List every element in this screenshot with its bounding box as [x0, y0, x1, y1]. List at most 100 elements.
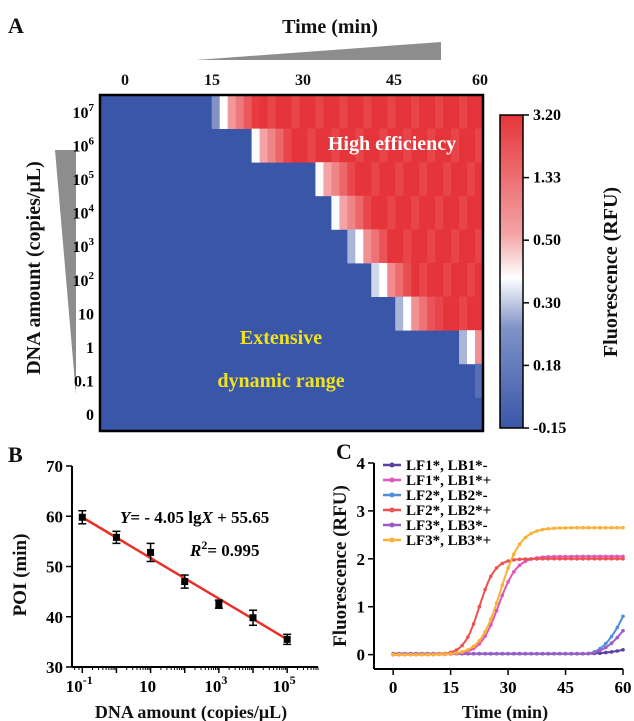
- heatmap-y-axis-title: DNA amount (copies/μL): [23, 161, 45, 375]
- curve-marker: [604, 525, 608, 530]
- regression-equation: Y= - 4.05 lgX + 55.65: [120, 508, 269, 527]
- heatmap-cell: [395, 263, 404, 297]
- curve-marker: [615, 525, 620, 530]
- curve-marker: [512, 552, 516, 556]
- heatmap-cell: [235, 95, 245, 129]
- heatmap-cell: [283, 95, 292, 129]
- curve-marker: [397, 652, 401, 657]
- panel-c-y-tick-label: 2: [357, 550, 366, 569]
- curve-marker: [598, 525, 602, 530]
- data-point: [112, 533, 120, 541]
- heatmap-cell: [435, 296, 444, 331]
- curve-marker: [483, 651, 487, 656]
- heatmap-border: [98, 93, 485, 433]
- curve-marker: [500, 561, 505, 566]
- panel-c-x-tick-label: 60: [615, 678, 632, 697]
- curve-marker: [581, 651, 585, 656]
- heatmap-cell: [467, 128, 476, 163]
- colorbar-tick-label: 0.18: [533, 357, 561, 374]
- heatmap-cell: [435, 128, 444, 163]
- heatmap-y-tick: 0.1: [74, 374, 94, 391]
- heatmap-cell: [379, 195, 388, 230]
- heatmap-cell: [451, 229, 460, 264]
- heatmap-cell: [395, 128, 404, 163]
- panel-b-x-tick-exp: 5: [290, 673, 296, 687]
- curve-marker: [494, 566, 499, 570]
- curve-marker: [443, 652, 447, 656]
- curve-marker: [506, 566, 510, 570]
- panel-c-x-tick-label: 0: [389, 678, 398, 697]
- curve-marker: [494, 608, 499, 613]
- heatmap-cell: [467, 95, 476, 129]
- panel-b-x-tick-label: 105: [273, 673, 296, 696]
- heatmap-cell: [355, 162, 364, 197]
- curve-marker: [592, 650, 597, 655]
- heatmap-cell: [219, 95, 229, 129]
- curve-marker: [575, 557, 579, 561]
- heatmap-cell: [419, 229, 428, 264]
- heatmap-x-tick: 45: [386, 72, 402, 89]
- heatmap-cell: [459, 195, 468, 230]
- panel-b-x-tick-base: 10: [139, 677, 156, 696]
- heatmap-cell: [387, 195, 396, 230]
- heatmap-cell: [467, 263, 476, 297]
- curve-marker: [471, 644, 476, 649]
- heatmap-cell: [323, 162, 332, 197]
- heatmap-cell: [275, 128, 284, 163]
- heatmap-cell: [347, 229, 356, 264]
- legend-marker: [389, 492, 395, 498]
- heatmap-cell: [299, 128, 308, 163]
- heatmap-cell: [451, 296, 460, 331]
- panel-a-letter: A: [8, 13, 24, 38]
- legend-label: LF2*, LB2*-: [406, 488, 488, 504]
- curve-series: [393, 557, 623, 656]
- curve-marker: [483, 630, 487, 634]
- heatmap-cell: [371, 195, 380, 230]
- heatmap-cell: [403, 229, 412, 264]
- curve-marker: [575, 525, 579, 530]
- colorbar-tick-label: 3.20: [533, 107, 561, 124]
- heatmap-cell: [427, 128, 436, 163]
- curve-marker: [546, 557, 551, 561]
- heatmap-y-tick: 106: [73, 135, 95, 155]
- curve-marker: [598, 651, 602, 655]
- heatmap-cell: [467, 330, 476, 365]
- heatmap-y-tick-base: 10: [73, 206, 89, 223]
- heatmap-y-tick: 1: [86, 340, 94, 357]
- curve-marker: [604, 645, 608, 650]
- heatmap-cell: [307, 128, 316, 163]
- heatmap-cell: [379, 95, 388, 129]
- heatmap-y-tick: 103: [73, 236, 95, 256]
- panel-c-x-tick-label: 30: [500, 678, 517, 697]
- heatmap-cell: [403, 296, 412, 331]
- panel-b-y-tick-label: 60: [46, 507, 63, 526]
- panel-c-axes: 0 1 2 3 4 0 15 30 45 60: [357, 454, 632, 697]
- heatmap-cell: [435, 263, 444, 297]
- curve-marker: [540, 557, 545, 561]
- heatmap-cell: [403, 263, 412, 297]
- legend-label: LF3*, LB3*-: [406, 518, 488, 534]
- heatmap-cell: [443, 95, 452, 129]
- curve-marker: [477, 638, 482, 643]
- curve-marker: [454, 651, 459, 655]
- curve-marker: [535, 529, 539, 533]
- panel-c-y-tick-label: 3: [357, 502, 366, 521]
- heatmap-cell: [331, 128, 340, 163]
- heatmap-cell: [443, 195, 452, 230]
- legend-label: LF2*, LB2*+: [406, 503, 491, 519]
- heatmap-cell: [443, 162, 452, 197]
- heatmap-cell: [323, 95, 332, 129]
- heatmap-cell: [387, 229, 396, 264]
- heatmap-cell: [211, 95, 221, 129]
- panel-c-x-tick-label: 15: [442, 678, 459, 697]
- curve-marker: [581, 557, 585, 561]
- curve-marker: [569, 651, 574, 656]
- heatmap-cell: [451, 263, 460, 297]
- eq-end: + 55.65: [213, 508, 269, 527]
- heatmap-cell: [427, 263, 436, 297]
- heatmap-cell: [403, 162, 412, 197]
- curve-series: [393, 555, 623, 656]
- panel-c-x-tick-label: 45: [557, 678, 574, 697]
- legend-marker: [389, 537, 395, 543]
- heatmap-cell: [411, 229, 420, 264]
